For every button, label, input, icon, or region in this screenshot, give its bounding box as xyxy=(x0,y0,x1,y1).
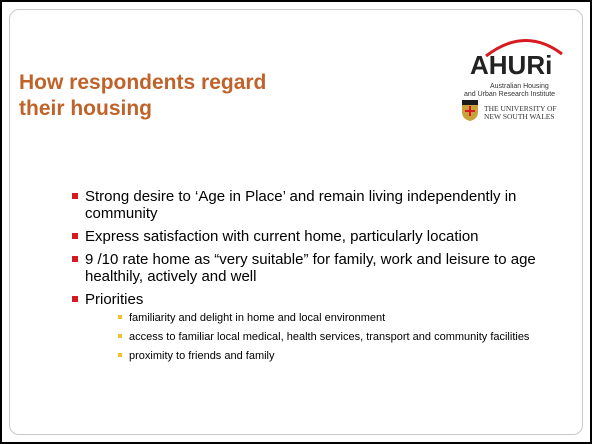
bullet: 9 /10 rate home as “very suitable” for f… xyxy=(72,251,552,285)
bullet-list: Strong desire to ‘Age in Place’ and rema… xyxy=(72,188,552,369)
slide-title: How respondents regard their housing xyxy=(19,71,267,120)
sub-bullet: access to familiar local medical, health… xyxy=(118,331,552,343)
bullet-text: Strong desire to ‘Age in Place’ and rema… xyxy=(85,188,517,222)
unsw-crest xyxy=(462,100,478,121)
bullet: Priorities familiarity and delight in hom… xyxy=(72,291,552,362)
frame xyxy=(9,9,583,435)
sub-bullet: proximity to friends and family xyxy=(118,350,552,362)
university-line: NEW SOUTH WALES xyxy=(484,112,555,121)
logo-arc xyxy=(485,39,563,58)
bullet: Express satisfaction with current home, … xyxy=(72,228,552,245)
sub-list: familiarity and delight in home and loca… xyxy=(85,312,552,362)
logo-line: and Urban Research Institute xyxy=(464,91,556,98)
bullet-text: 9 /10 rate home as “very suitable” for f… xyxy=(85,251,536,285)
logo-name: AHURi xyxy=(470,50,553,80)
logo-graphics xyxy=(462,39,563,121)
logo-line: Australian Housing xyxy=(490,83,549,90)
university-line: THE UNIVERSITY OF xyxy=(484,104,557,113)
bullet-text: Priorities xyxy=(85,291,144,308)
bullet: Strong desire to ‘Age in Place’ and rema… xyxy=(72,188,552,222)
bullet-text: Express satisfaction with current home, … xyxy=(85,228,479,245)
sub-bullet: familiarity and delight in home and loca… xyxy=(118,312,552,324)
